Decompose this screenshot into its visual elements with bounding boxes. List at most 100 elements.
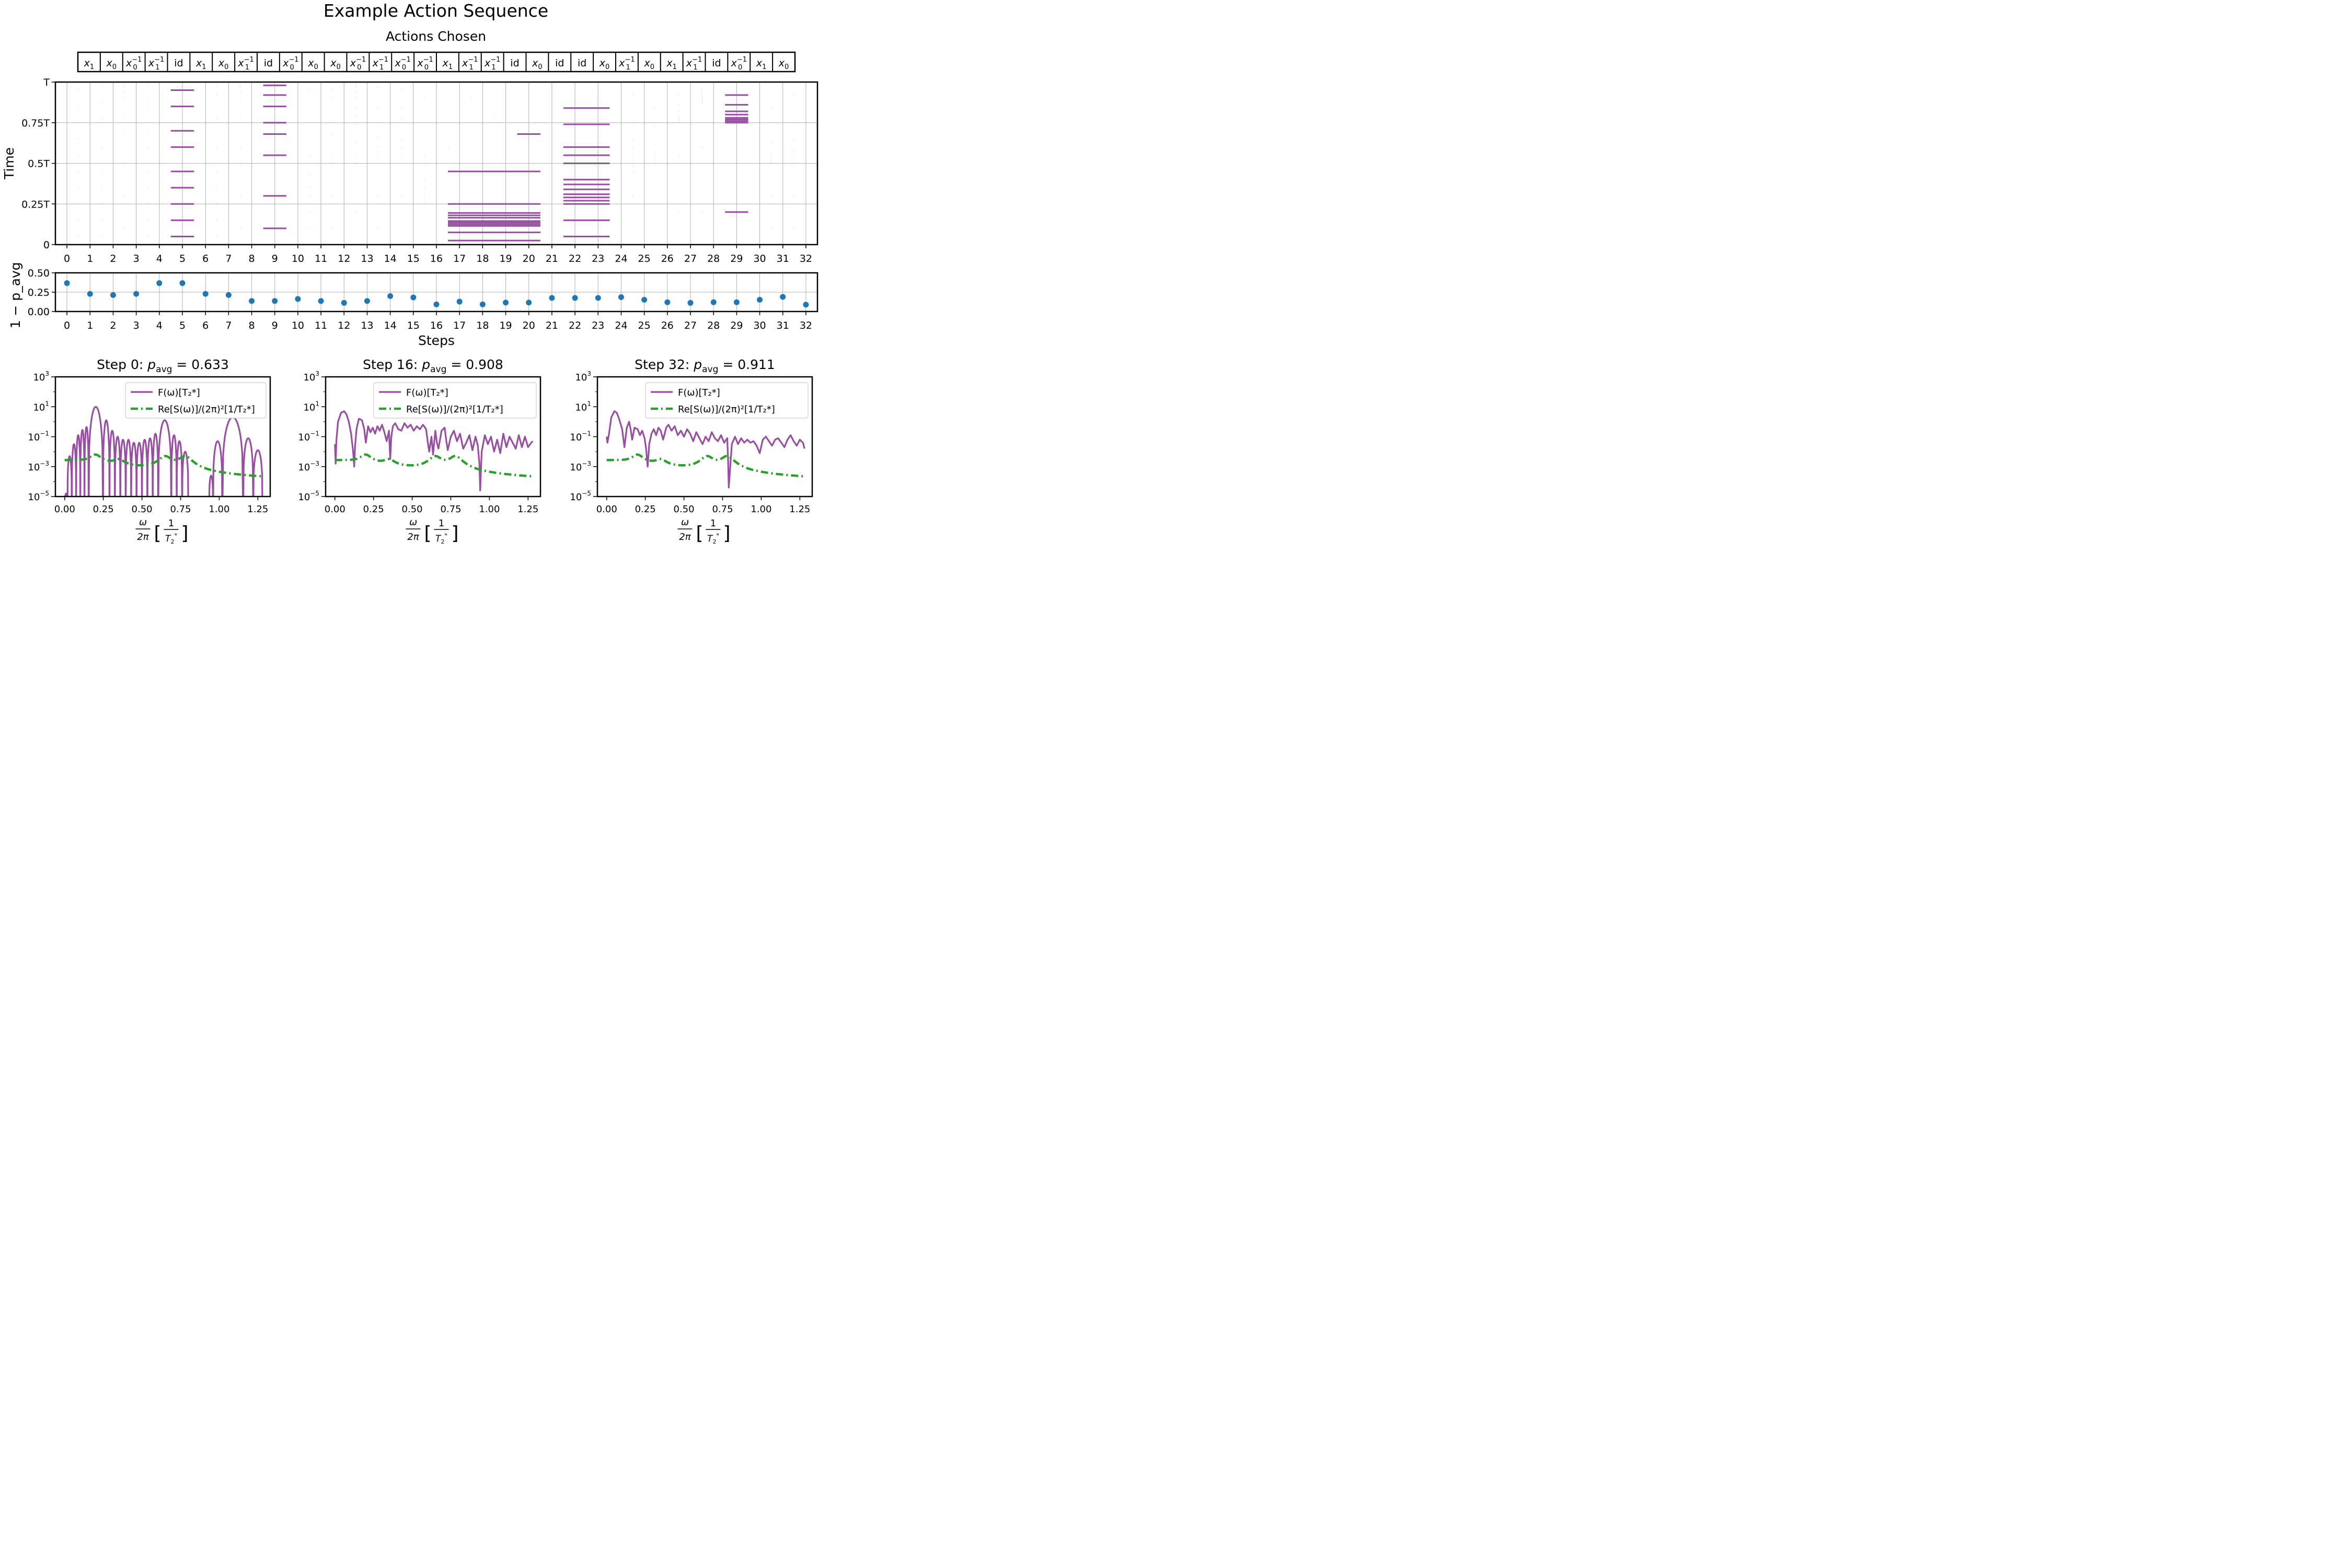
- action-cell-21: id: [555, 57, 564, 69]
- filter-function-line: [334, 410, 534, 492]
- x-tick-label: 27: [684, 253, 697, 264]
- infidelity-point: [225, 292, 232, 298]
- y-tick-base: 10: [570, 462, 582, 473]
- action-symbol: x: [218, 57, 225, 69]
- x-tick-label: 0.00: [54, 504, 75, 515]
- y-tick-exponent: −1: [582, 430, 591, 437]
- y-tick-label: 0.25T: [21, 199, 50, 210]
- x-tick-label: 12: [338, 253, 350, 264]
- y-tick-exponent: −5: [582, 490, 591, 497]
- infidelity-point: [456, 298, 463, 305]
- y-tick-base: 10: [303, 372, 315, 383]
- plot-area: [64, 406, 263, 497]
- x-tick-label: 23: [592, 253, 604, 264]
- action-qubit-subscript: 1: [693, 64, 697, 72]
- action-symbol: x: [125, 57, 132, 69]
- star-superscript: *: [444, 532, 447, 539]
- action-cell-25: x0: [644, 57, 655, 71]
- action-cell-8: id: [264, 57, 273, 69]
- filter-function-line: [64, 406, 263, 497]
- x-tick-label: 14: [384, 253, 397, 264]
- y-tick-label: 103: [303, 370, 319, 383]
- x-tick-label: 20: [523, 320, 535, 331]
- y-tick-base: 10: [28, 462, 40, 473]
- action-cell-29: x−1 0: [731, 56, 747, 72]
- x-tick-label: 24: [615, 320, 627, 331]
- action-qubit-subscript: 1: [448, 63, 453, 71]
- x-tick-label: 29: [730, 320, 743, 331]
- infidelity-point: [433, 301, 440, 307]
- t2-star-denominator: T2*: [165, 532, 177, 545]
- y-tick-label: 103: [575, 370, 591, 383]
- t2-star-denominator: T2*: [435, 532, 447, 545]
- y-tick-label: 0.50: [28, 268, 50, 279]
- action-cell-15: x−1 0: [417, 56, 433, 72]
- infidelity-point: [202, 291, 209, 297]
- x-tick-label: 11: [315, 253, 327, 264]
- y-tick-label: 101: [575, 400, 591, 413]
- x-tick-label: 26: [661, 320, 674, 331]
- action-id-text: id: [264, 57, 273, 69]
- two-pi-denominator: 2π: [679, 532, 691, 543]
- star-superscript: *: [174, 532, 177, 539]
- x-tick-label: 23: [592, 320, 604, 331]
- action-cell-12: x−1 0: [350, 56, 366, 72]
- pulse-timing-plot: 0 1 2 3 4 5 6 7 8 9 10 11 12 13 14 15 16 17 18 19 20 21 22 23 24…: [2, 77, 818, 264]
- x-tick-label: 10: [292, 320, 304, 331]
- x-tick-label: 30: [753, 320, 766, 331]
- bracket-right: ]: [451, 523, 458, 544]
- y-tick-exponent: −3: [582, 460, 591, 467]
- x-tick-label: 21: [546, 320, 558, 331]
- action-symbol: x: [350, 57, 356, 69]
- infidelity-plot: 0 1 2 3 4 5 6 7 8 9 10 11 12 13 14 15 16 17 18 19 20 21 22 23 24…: [8, 262, 818, 348]
- infidelity-point: [803, 302, 809, 308]
- x-tick-label: 6: [202, 253, 209, 264]
- x-tick-label: 1.25: [517, 504, 538, 515]
- noise-spectrum-line: [64, 453, 263, 478]
- action-symbol: x: [462, 57, 468, 69]
- action-cell-5: x1: [195, 57, 206, 71]
- y-tick-base: 10: [570, 492, 582, 503]
- action-cell-14: x−1 0: [394, 56, 410, 72]
- figure-title: Example Action Sequence: [324, 1, 548, 21]
- y-tick-label: 101: [33, 400, 49, 413]
- x-tick-label: 31: [777, 320, 789, 331]
- action-inverse-superscript: −1: [289, 56, 298, 64]
- x-tick-label: 20: [523, 253, 535, 264]
- action-symbol: x: [644, 57, 651, 69]
- y-tick-exponent: −3: [310, 460, 319, 467]
- x-tick-label: 27: [684, 320, 697, 331]
- action-id-text: id: [174, 57, 183, 69]
- action-cell-10: x0: [307, 57, 318, 71]
- bracket-left: [: [154, 523, 161, 544]
- legend-filter-label: F(ω)[T₂*]: [406, 387, 448, 398]
- y-tick-exponent: 3: [587, 370, 591, 377]
- y-tick-exponent: −5: [40, 490, 49, 497]
- action-qubit-subscript: 0: [337, 63, 341, 71]
- action-cell-27: x−1 1: [686, 56, 702, 72]
- infidelity-point: [341, 299, 347, 306]
- x-tick-label: 15: [407, 320, 420, 331]
- y-tick-base: 10: [33, 402, 45, 413]
- y-tick-base: 10: [33, 372, 45, 383]
- action-symbol: x: [394, 57, 401, 69]
- action-qubit-subscript: 1: [245, 64, 249, 72]
- infidelity-point: [479, 301, 486, 307]
- action-cell-17: x−1 1: [462, 56, 478, 72]
- y-tick-base: 10: [298, 432, 310, 443]
- action-qubit-subscript: 0: [357, 64, 361, 72]
- y-tick-base: 10: [298, 492, 310, 503]
- x-tick-label: 16: [430, 253, 443, 264]
- action-cell-26: x1: [666, 57, 677, 71]
- x-tick-label: 3: [133, 320, 140, 331]
- two-pi-denominator: 2π: [137, 532, 149, 543]
- action-inverse-superscript: −1: [244, 56, 254, 64]
- action-cell-24: x−1 1: [618, 56, 635, 72]
- action-symbol: x: [599, 57, 606, 69]
- x-tick-label: 18: [476, 253, 489, 264]
- spectrum-plot-step-16: 0.00 0.25 0.50 0.75 1.00 1.2510−510−310−11011…: [298, 357, 541, 545]
- action-cell-9: x−1 0: [282, 56, 298, 72]
- x-tick-label: 24: [615, 253, 627, 264]
- infidelity-point: [572, 295, 578, 301]
- x-tick-label: 32: [800, 320, 812, 331]
